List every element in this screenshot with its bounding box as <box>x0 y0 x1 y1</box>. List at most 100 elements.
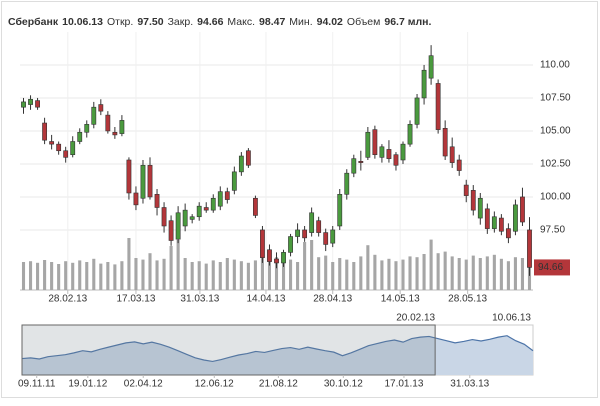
volume-bar <box>127 238 131 290</box>
candle-body <box>147 164 153 198</box>
y-tick-label: 102.50 <box>540 159 571 170</box>
candle-body <box>323 232 329 245</box>
navigator-area <box>22 335 533 375</box>
header-text: 97.50 <box>137 16 163 28</box>
navigator-range-label: 10.06.13 <box>492 313 531 324</box>
frame <box>1 1 598 398</box>
candle-body <box>302 229 308 239</box>
volume-bar <box>28 261 33 290</box>
volume-bar <box>296 262 300 290</box>
volume-bar <box>21 262 26 290</box>
navigator-mask <box>21 324 436 376</box>
candle-body <box>281 252 286 264</box>
volume-bar <box>366 245 370 290</box>
volume-bar <box>183 258 187 290</box>
volume-bar <box>513 257 517 290</box>
candle-body <box>56 143 62 152</box>
candle-body <box>112 131 118 136</box>
volume-bar <box>274 257 279 290</box>
volume-bar <box>148 253 152 290</box>
volume-bar <box>190 262 194 290</box>
volume-bar <box>310 240 314 290</box>
candle-body <box>196 205 202 218</box>
volume-bar <box>520 258 525 290</box>
volume-bar <box>155 260 159 290</box>
volume-bar <box>92 258 96 290</box>
candle-body <box>77 131 83 142</box>
candle-body <box>274 258 279 264</box>
volume-bar <box>281 258 286 290</box>
candle-body <box>253 197 258 216</box>
header-text: 94.66 <box>197 16 223 28</box>
candle-body <box>449 146 455 163</box>
volume-bar <box>64 261 68 290</box>
volume-bar <box>436 253 440 290</box>
volume-bar <box>246 262 250 290</box>
volume-bar <box>429 239 433 290</box>
header-text: Макс. <box>227 16 255 28</box>
volume-bar <box>218 262 222 290</box>
candle-body <box>393 154 399 166</box>
candle-body <box>435 83 441 130</box>
candle-body <box>386 149 392 159</box>
candle-body <box>288 236 293 253</box>
candle-body <box>260 229 265 258</box>
candle-body <box>513 204 518 232</box>
header-text: Закр. <box>168 16 194 28</box>
volume-bar <box>471 255 475 290</box>
candle-body <box>133 192 139 206</box>
candle-body <box>428 55 434 79</box>
volume-bar <box>57 264 61 290</box>
candle-body <box>463 184 469 196</box>
volume-bar <box>141 259 145 290</box>
volume-bar <box>478 258 482 290</box>
volume-bar <box>394 261 398 290</box>
volume-bar <box>169 246 173 290</box>
candle-body <box>372 129 378 156</box>
header-text: 94.02 <box>317 16 343 28</box>
candle-body <box>470 190 476 211</box>
candle-body <box>210 197 216 211</box>
y-tick-label: 97.50 <box>540 225 565 236</box>
candle-body <box>21 101 26 108</box>
volume-bar <box>225 258 229 290</box>
candle-body <box>484 208 490 229</box>
x-tick-label: 31.03.13 <box>180 294 219 305</box>
candle-body <box>330 229 336 244</box>
volume-bar <box>331 262 335 290</box>
candle-body <box>491 216 497 229</box>
navigator-tick-label: 19.01.12 <box>68 379 107 390</box>
volume-bar <box>120 261 124 290</box>
volume-bar <box>36 262 40 290</box>
volume-bar <box>211 260 215 290</box>
volume-bar <box>415 257 419 290</box>
volume-bar <box>492 254 496 290</box>
volume-bar <box>162 258 166 290</box>
candle-body <box>309 212 315 233</box>
candle-body <box>520 196 525 223</box>
candle-body <box>379 146 385 158</box>
volume-bar <box>352 262 356 290</box>
candle-body <box>63 150 69 158</box>
volume-bar <box>450 256 454 290</box>
header-text: 10.06.13 <box>62 16 103 28</box>
candle-body <box>126 159 132 194</box>
volume-bar <box>401 259 405 290</box>
candle-body <box>28 98 33 105</box>
volume-bar <box>239 261 243 290</box>
candle-body <box>400 143 406 161</box>
candle-body <box>498 217 504 232</box>
x-tick-label: 28.02.13 <box>48 294 87 305</box>
candle-body <box>224 191 230 200</box>
header-text: Объем <box>347 16 380 28</box>
candle-body <box>238 155 244 173</box>
candle-body <box>295 229 300 237</box>
volume-bar <box>267 254 272 290</box>
x-tick-label: 28.05.13 <box>448 294 487 305</box>
volume-bar <box>387 258 391 290</box>
header-text: Мин. <box>289 16 312 28</box>
volume-bar <box>204 263 208 290</box>
volume-bar <box>457 258 461 290</box>
volume-bar <box>176 240 180 290</box>
volume-bar <box>78 260 82 290</box>
